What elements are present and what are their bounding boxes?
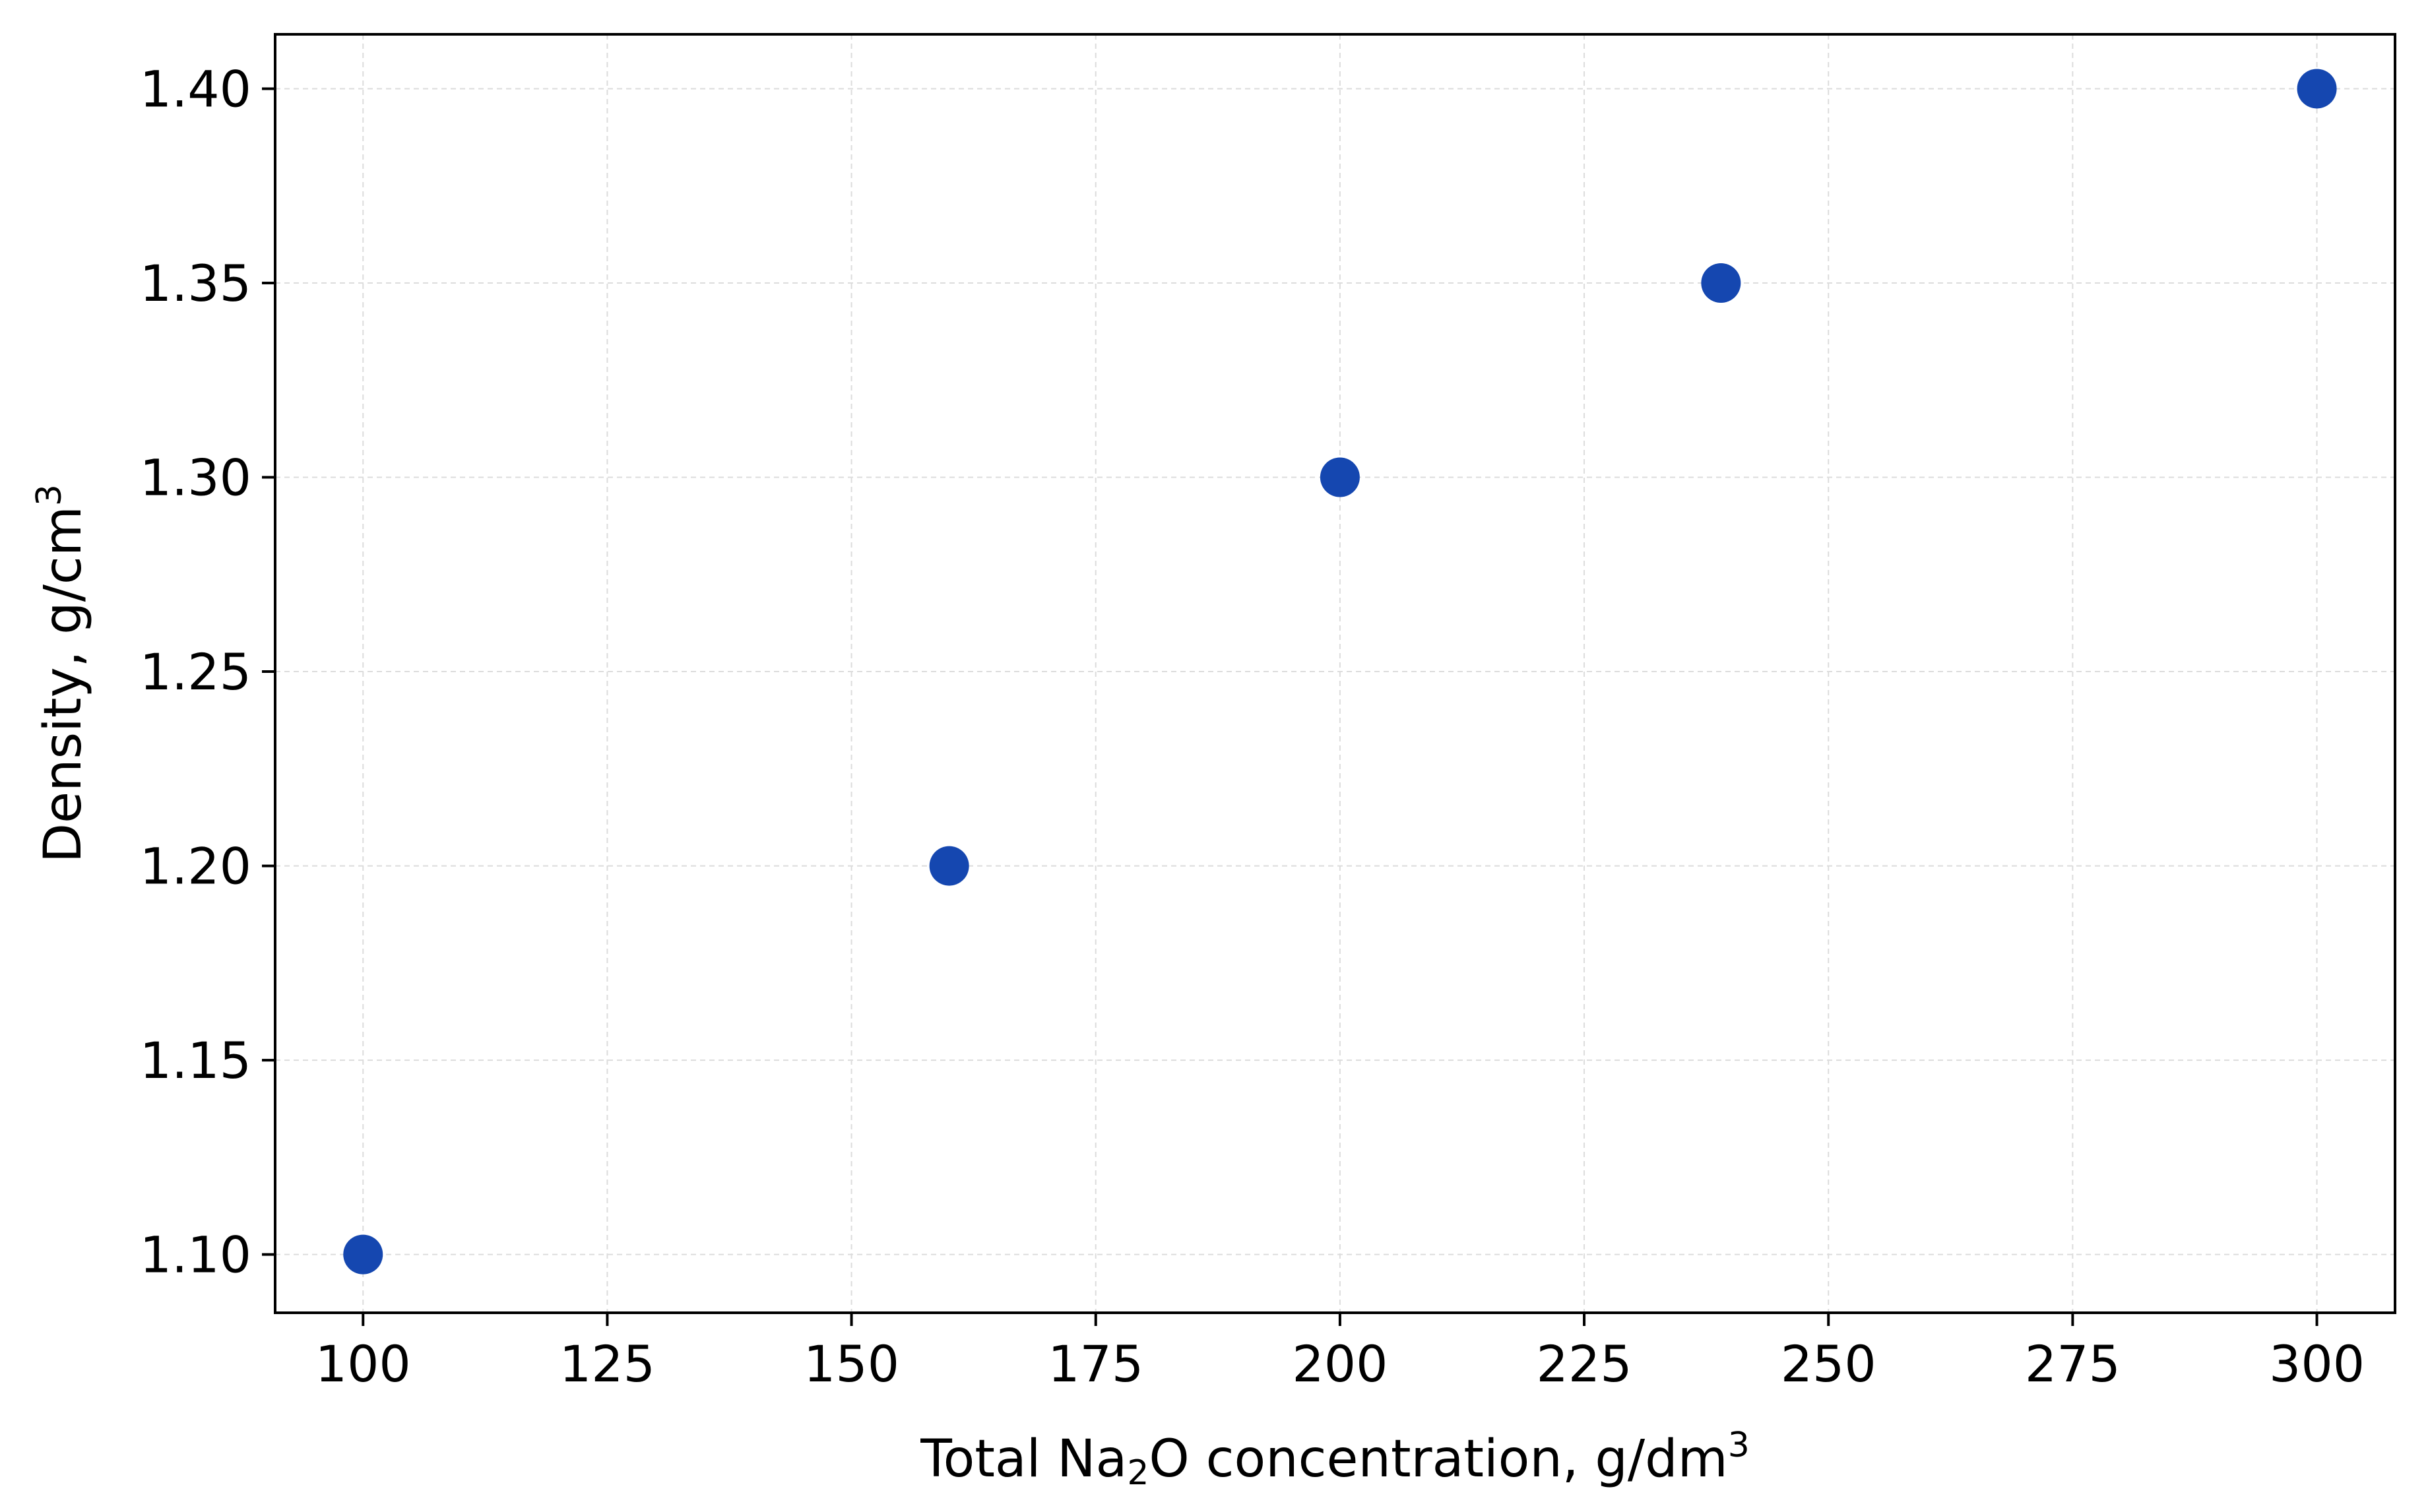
x-axis-label-mid: O concentration, g/dm: [1149, 1430, 1727, 1489]
x-tick-label: 225: [1537, 1335, 1632, 1393]
x-tick-label: 100: [315, 1335, 411, 1393]
grid-layer: [275, 34, 2395, 1313]
y-tick-label: 1.20: [140, 837, 251, 896]
points-layer: [343, 69, 2337, 1275]
x-tick-label: 300: [2269, 1335, 2365, 1393]
y-axis-label: Density, g/cm3: [30, 484, 93, 863]
x-tick-label: 200: [1292, 1335, 1388, 1393]
y-tick-label: 1.40: [140, 59, 251, 118]
ticks-layer: 100 125 150 175 200 225 250 275 300 1.10 1.15 1.20 1…: [140, 59, 2365, 1393]
x-axis-label-sub: 2: [1127, 1453, 1149, 1493]
x-tick-label: 150: [804, 1335, 899, 1393]
y-tick-label: 1.30: [140, 449, 251, 507]
y-tick-label: 1.10: [140, 1226, 251, 1284]
data-point: [929, 846, 969, 886]
y-tick-label: 1.25: [140, 643, 251, 701]
data-point: [1701, 263, 1741, 303]
x-axis-label-sup: 3: [1728, 1426, 1750, 1465]
y-tick-label: 1.15: [140, 1031, 251, 1090]
x-tick-label: 125: [560, 1335, 655, 1393]
data-point: [1320, 457, 1360, 497]
plot-frame: [274, 33, 2396, 1314]
y-axis-label-pre: Density, g/cm: [34, 506, 93, 863]
x-tick-label: 275: [2025, 1335, 2121, 1393]
x-axis-label: Total Na2O concentration, g/dm3: [920, 1426, 1750, 1493]
y-axis-label-sup: 3: [30, 484, 69, 506]
x-tick-label: 175: [1048, 1335, 1143, 1393]
x-tick-label: 250: [1781, 1335, 1876, 1393]
data-point: [2297, 69, 2337, 109]
y-tick-label: 1.35: [140, 254, 251, 313]
x-axis-label-pre: Total Na: [920, 1430, 1127, 1489]
data-point: [343, 1234, 383, 1275]
